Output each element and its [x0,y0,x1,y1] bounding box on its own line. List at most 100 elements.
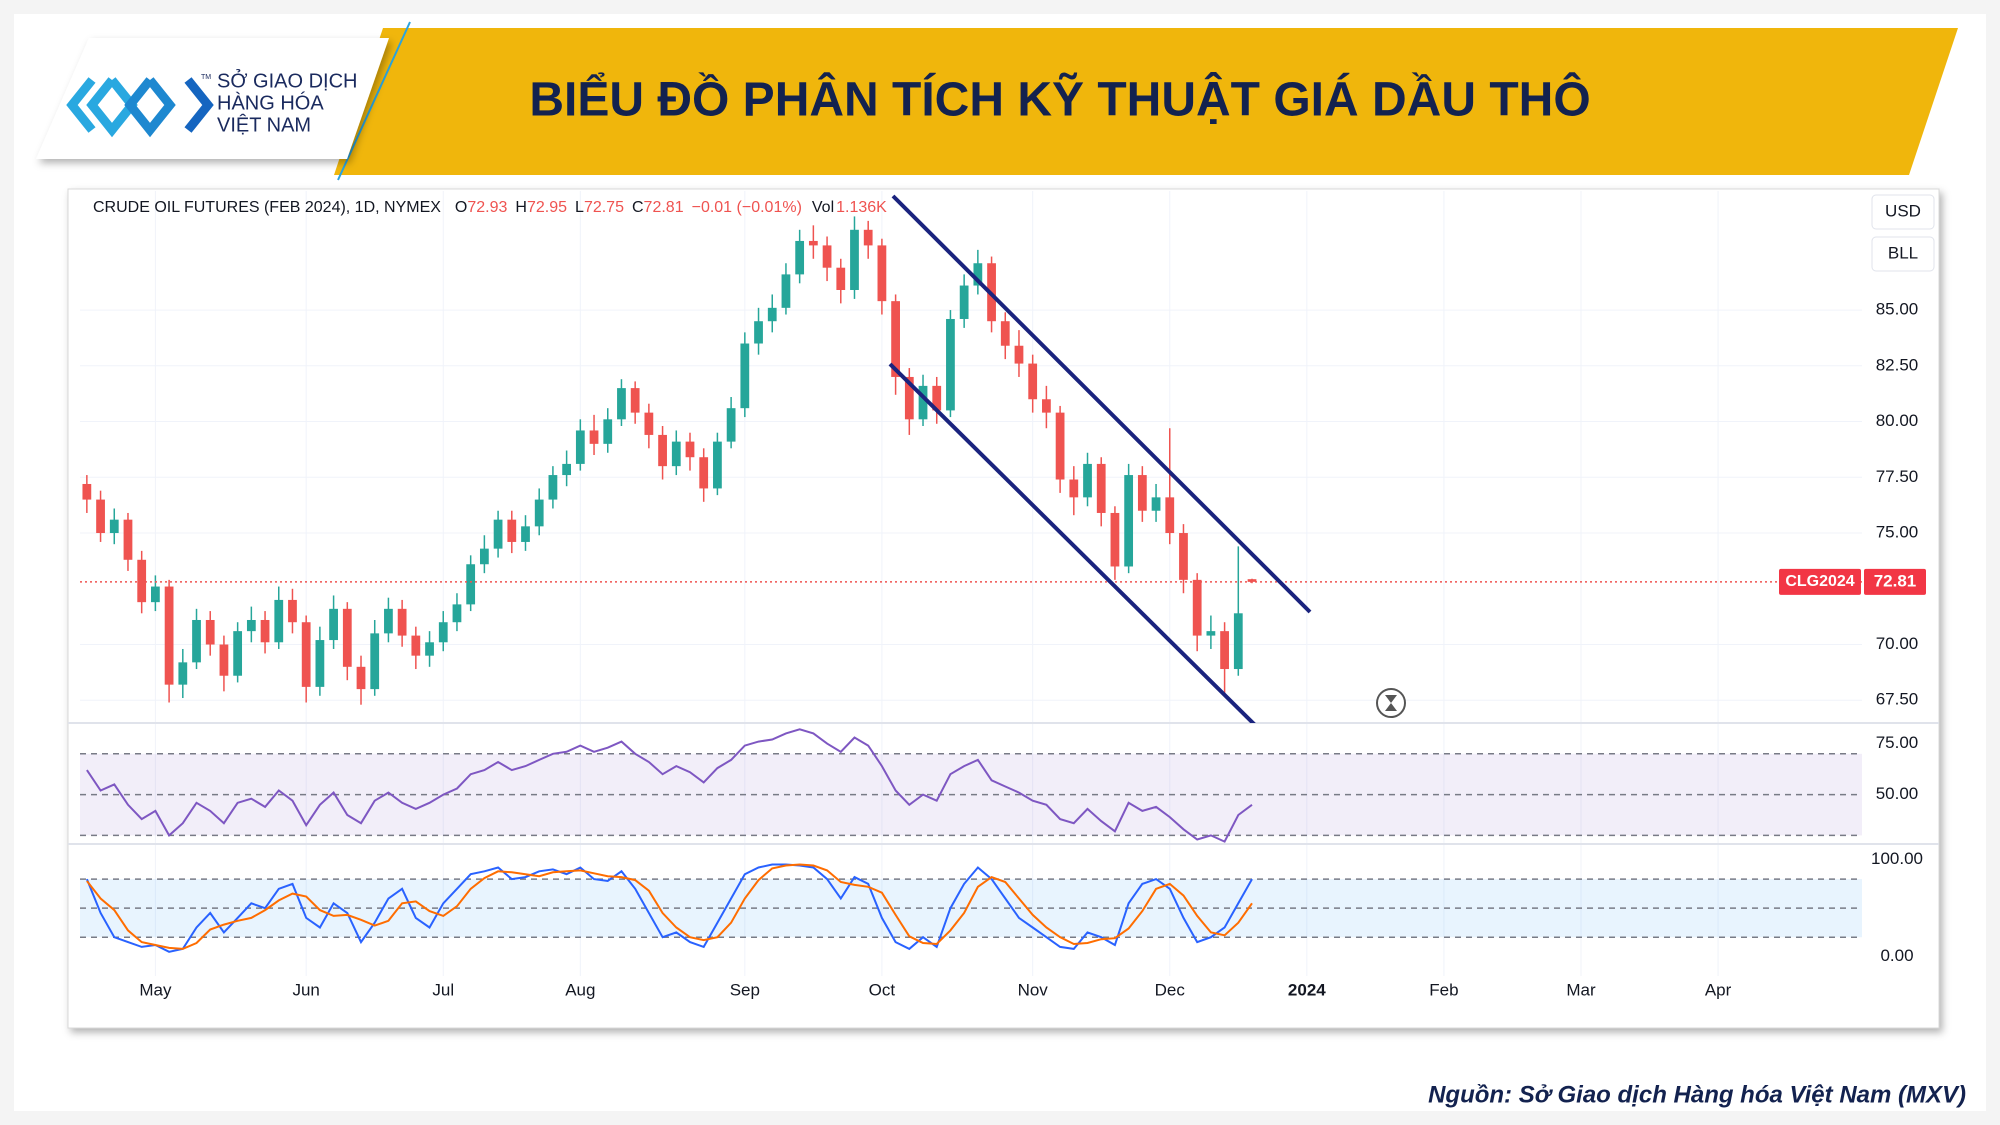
candle-body [329,608,338,641]
candle-body [1124,475,1134,567]
candle-body [1069,479,1079,498]
candle-body [658,434,667,467]
candle-body [1042,399,1051,413]
trend-line [891,194,1312,614]
legend-item: L [575,199,584,216]
candle-body [301,622,311,687]
legend-item: −0.01 (−0.01%) [692,199,802,216]
logo-chevron [86,77,138,138]
candle-body [260,619,270,643]
candle-body [1192,579,1202,636]
candle-body [342,608,352,667]
legend-item: Vol [812,199,834,216]
candle-body [315,640,325,687]
x-tick-label: Oct [869,980,896,999]
stoch-tick-label: 0.00 [1880,946,1913,965]
y-tick-label: 70.00 [1876,634,1919,653]
candle-body [946,318,955,411]
legend-item: H [515,199,527,216]
rsi-line [86,728,1253,843]
stoch-line [86,863,1253,950]
candle-body [918,385,928,420]
candle-body [96,499,105,534]
stoch-line [85,863,1253,953]
candle-body [822,245,832,268]
page-title: BIỂU ĐỒ PHÂN TÍCH KỸ THUẬT GIÁ DẦU THÔ [529,72,1590,127]
candle-body [1151,497,1161,511]
y-tick-label: 85.00 [1876,300,1919,319]
candle-body [1179,533,1188,580]
candle-body [959,285,969,319]
candle-body [863,229,873,246]
y-tick-label: 75.00 [1876,523,1919,542]
x-tick-label: Aug [565,980,595,999]
candle-body [384,608,393,634]
candle-body [1028,363,1038,400]
candle-body [164,586,174,685]
x-tick-label: Sep [730,980,760,999]
candle-body [562,463,572,476]
legend-item: 72.95 [527,199,567,216]
symbol-tag: CLG2024 [1785,573,1854,590]
candle-body [904,376,914,420]
candle-body [932,385,942,411]
header-accent [337,21,411,181]
candle-body [493,519,503,549]
legend-item: 72.93 [467,199,507,216]
candle-body [617,388,626,420]
x-tick-label: Nov [1018,980,1049,999]
candle-body [109,519,119,534]
candle-body [548,475,558,500]
candle-body [151,586,160,603]
x-tick-label: Feb [1429,980,1458,999]
candle-body [1055,412,1065,480]
symbol-tag-box [1779,568,1861,595]
candle-body [1110,512,1120,567]
candle-body [1206,631,1216,636]
candle-body [644,412,654,435]
unit: BLL [1888,243,1918,262]
candle-body [82,483,92,500]
candle-body [521,526,530,542]
icon-ring [1376,688,1406,718]
candle-body [370,633,380,690]
candle-body [754,321,763,344]
legend-item: 72.81 [644,199,684,216]
logo-text: VIỆT NAM [217,113,311,136]
chart-legend: CRUDE OIL FUTURES (FEB 2024), 1D, NYMEX O… [93,199,887,216]
candle-body [397,608,407,636]
rsi-tick-label: 75.00 [1876,733,1919,752]
candle-body [781,274,791,308]
x-tick-label: 2024 [1288,980,1326,999]
candle-body [356,666,366,690]
header-band [334,28,1958,175]
x-tick-label: Dec [1155,980,1186,999]
candle-body [877,245,887,302]
price-tag-box [1864,568,1926,595]
currency: USD [1885,201,1921,220]
candle-body [1233,613,1243,670]
source-note: Nguồn: Sở Giao dịch Hàng hóa Việt Nam (M… [1428,1081,1966,1108]
candle-body [1247,579,1257,582]
candle-body [630,388,640,413]
candle-body [534,499,544,527]
candle-body [795,240,805,275]
legend-item: 72.75 [584,199,624,216]
legend-item: C [632,199,644,216]
candle-body [178,662,188,685]
candle-body [438,622,448,643]
legend-item: 1.136K [836,199,887,216]
candle-body [1083,463,1092,498]
candle-body [1220,631,1229,670]
trend-line [888,362,1256,723]
y-tick-label: 82.50 [1876,355,1919,374]
candle-body [891,301,900,377]
candle-body [836,267,846,290]
candle-body [699,457,709,489]
x-tick-label: Mar [1566,980,1596,999]
candle-body [425,642,434,656]
candle-body [767,307,777,322]
candle-body [850,229,859,290]
currency-box [1871,194,1935,230]
